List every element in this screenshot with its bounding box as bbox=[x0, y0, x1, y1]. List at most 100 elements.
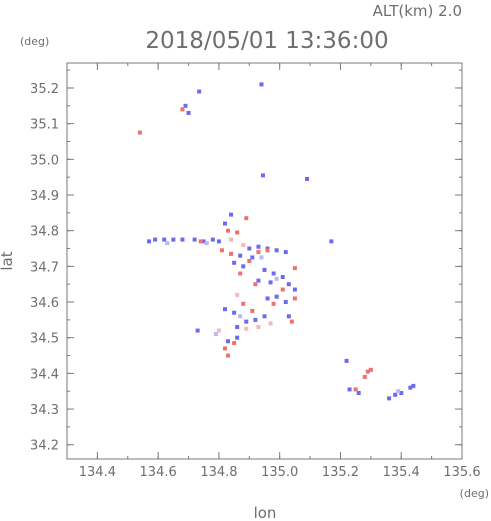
data-point bbox=[387, 396, 392, 401]
data-point bbox=[241, 301, 246, 306]
data-point bbox=[247, 246, 252, 251]
data-point bbox=[256, 250, 261, 255]
altitude-label: ALT(km) 2.0 bbox=[373, 2, 462, 20]
x-tick-label: 134.8 bbox=[200, 465, 237, 480]
data-point bbox=[244, 319, 249, 324]
y-tick-label: 34.6 bbox=[30, 296, 59, 311]
data-point bbox=[165, 241, 170, 246]
data-point bbox=[365, 369, 370, 374]
data-point bbox=[411, 383, 416, 388]
data-point bbox=[280, 275, 285, 280]
data-point bbox=[180, 107, 185, 112]
data-point bbox=[292, 296, 297, 301]
data-point bbox=[219, 248, 224, 253]
data-point bbox=[232, 260, 237, 265]
data-point bbox=[256, 244, 261, 249]
data-point bbox=[253, 317, 258, 322]
data-point bbox=[244, 326, 249, 331]
y-tick-label: 34.8 bbox=[30, 225, 59, 240]
axis-ticks bbox=[66, 63, 463, 459]
tick-labels: 134.4 134.6 134.8 135.0 135.2 135.4 135.6 34.2 3… bbox=[30, 82, 481, 480]
data-point bbox=[229, 212, 234, 217]
data-point bbox=[232, 310, 237, 315]
data-point bbox=[229, 237, 234, 242]
data-point bbox=[283, 300, 288, 305]
data-point bbox=[292, 266, 297, 271]
data-point bbox=[147, 239, 152, 244]
chart-title: 2018/05/01 13:36:00 bbox=[145, 28, 388, 54]
data-point bbox=[271, 271, 276, 276]
data-point bbox=[238, 314, 243, 319]
data-point bbox=[195, 328, 200, 333]
data-point bbox=[289, 319, 294, 324]
data-point bbox=[256, 278, 261, 283]
y-tick-label: 34.7 bbox=[30, 260, 59, 275]
data-point bbox=[235, 292, 240, 297]
data-point bbox=[265, 296, 270, 301]
data-point bbox=[274, 248, 279, 253]
data-point bbox=[235, 325, 240, 329]
data-point bbox=[344, 358, 349, 363]
data-point bbox=[368, 367, 373, 372]
data-point bbox=[274, 294, 279, 299]
data-point bbox=[396, 389, 401, 394]
data-point bbox=[223, 346, 227, 351]
data-point bbox=[198, 239, 203, 244]
data-point bbox=[305, 176, 310, 181]
data-point bbox=[247, 259, 252, 263]
data-point bbox=[241, 264, 246, 269]
data-point bbox=[226, 353, 231, 358]
x-tick-label: 134.4 bbox=[79, 465, 116, 480]
data-point bbox=[216, 239, 221, 244]
data-point bbox=[265, 248, 270, 253]
y-tick-label: 35.1 bbox=[30, 118, 59, 133]
data-point bbox=[186, 110, 191, 115]
data-point bbox=[260, 173, 265, 178]
data-point bbox=[210, 237, 215, 242]
data-point bbox=[292, 287, 297, 292]
data-point bbox=[268, 321, 273, 326]
data-point bbox=[235, 230, 240, 235]
data-point bbox=[356, 391, 361, 395]
y-tick-label: 34.3 bbox=[30, 403, 59, 418]
x-tick-label: 135.4 bbox=[383, 465, 420, 480]
data-point bbox=[235, 335, 240, 340]
data-point bbox=[238, 271, 243, 276]
data-point bbox=[213, 332, 218, 337]
data-point bbox=[238, 253, 243, 258]
data-point bbox=[244, 216, 249, 221]
data-point bbox=[229, 251, 234, 256]
data-point bbox=[253, 282, 258, 287]
data-point bbox=[329, 239, 334, 244]
data-point bbox=[271, 301, 276, 306]
data-point bbox=[283, 250, 288, 255]
data-point bbox=[274, 276, 279, 281]
data-point bbox=[262, 267, 267, 272]
y-tick-label: 35.2 bbox=[30, 82, 59, 97]
data-point bbox=[192, 237, 197, 242]
data-point bbox=[197, 89, 202, 94]
data-point bbox=[250, 255, 255, 260]
y-tick-label: 35.0 bbox=[30, 153, 59, 168]
data-point bbox=[250, 308, 255, 313]
x-tick-label: 134.6 bbox=[140, 465, 177, 480]
y-unit-label: (deg) bbox=[20, 35, 49, 48]
data-point bbox=[347, 387, 352, 392]
data-point bbox=[268, 280, 273, 285]
data-point bbox=[137, 130, 142, 135]
data-point bbox=[180, 237, 185, 242]
data-point bbox=[171, 237, 176, 242]
data-point bbox=[280, 287, 285, 292]
data-point bbox=[353, 387, 358, 392]
data-point bbox=[362, 374, 367, 379]
x-axis-label: lon bbox=[254, 504, 277, 521]
data-point bbox=[201, 239, 206, 244]
data-point bbox=[393, 392, 398, 397]
data-point bbox=[183, 103, 188, 108]
data-point bbox=[256, 325, 261, 329]
y-tick-label: 34.4 bbox=[30, 367, 59, 382]
y-tick-label: 34.9 bbox=[30, 189, 59, 204]
x-tick-label: 135.2 bbox=[322, 465, 359, 480]
data-point bbox=[408, 385, 413, 390]
